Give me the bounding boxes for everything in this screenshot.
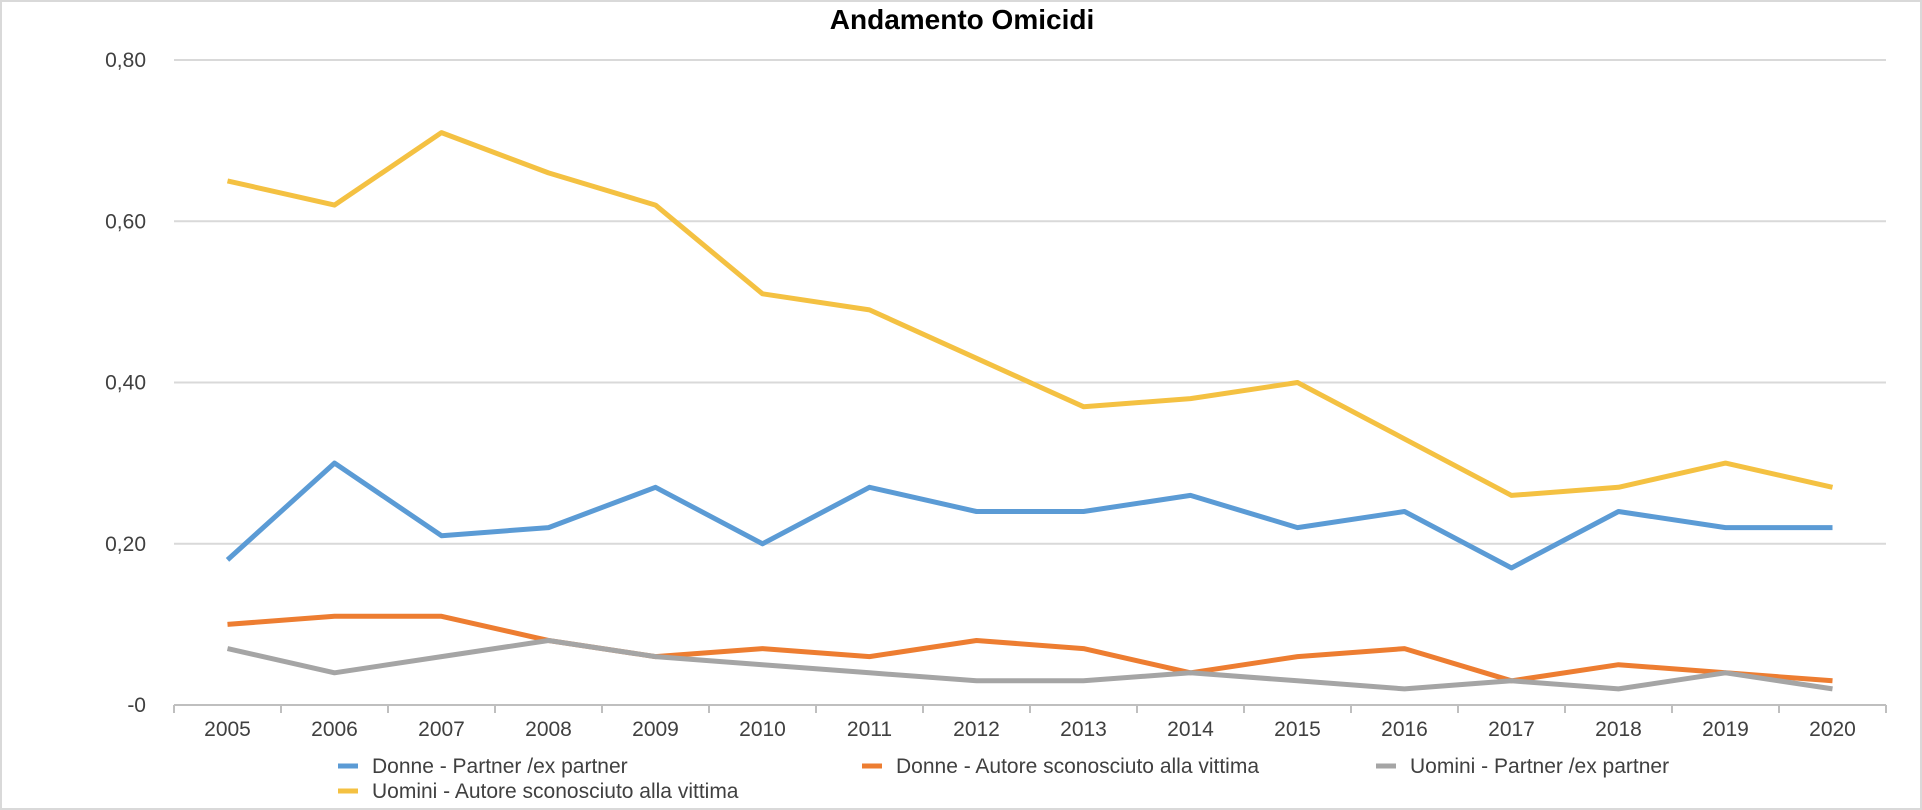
series-line-4 [226, 130, 1834, 498]
y-tick-label: -0 [127, 694, 146, 717]
x-tick-label: 2018 [1595, 718, 1642, 741]
x-tick-label: 2013 [1060, 718, 1107, 741]
y-axis-ticks: -0 0,20 0,40 0,60 0,80 [105, 49, 146, 717]
legend-entry-label: Uomini - Partner /ex partner [1410, 755, 1669, 778]
series-line-1 [225, 460, 1833, 571]
y-tick-label: 0,60 [105, 210, 146, 233]
legend: Donne - Partner /ex partner Donne - Autor… [338, 755, 1669, 803]
x-tick-label: 2012 [953, 718, 1000, 741]
x-tick-label: 2015 [1274, 718, 1321, 741]
x-tick-label: 2016 [1381, 718, 1428, 741]
y-tick-label: 0,20 [105, 533, 146, 556]
x-tick-label: 2020 [1809, 718, 1856, 741]
series-lines [225, 130, 1834, 692]
legend-entry-label: Uomini - Autore sconosciuto alla vittima [372, 780, 739, 803]
x-tick-label: 2019 [1702, 718, 1749, 741]
x-tick-label: 2007 [418, 718, 465, 741]
x-tick-label: 2005 [204, 718, 251, 741]
x-tick-label: 2010 [739, 718, 786, 741]
x-tick-label: 2006 [311, 718, 358, 741]
x-tick-label: 2017 [1488, 718, 1535, 741]
x-tick-label: 2011 [847, 718, 892, 741]
series-line-3 [226, 638, 1833, 692]
series-line-2 [227, 613, 1833, 684]
legend-entry-label: Donne - Autore sconosciuto alla vittima [896, 755, 1259, 778]
x-tick-label: 2014 [1167, 718, 1214, 741]
chart-title: Andamento Omicidi [830, 4, 1094, 35]
y-tick-label: 0,40 [105, 372, 146, 395]
x-tick-label: 2008 [525, 718, 572, 741]
x-axis-ticks: 2005 2006 2007 2008 2009 2010 2011 2012 2013 2014… [173, 705, 1887, 741]
legend-entry-label: Donne - Partner /ex partner [372, 755, 628, 778]
y-tick-label: 0,80 [105, 49, 146, 72]
x-tick-label: 2009 [632, 718, 679, 741]
